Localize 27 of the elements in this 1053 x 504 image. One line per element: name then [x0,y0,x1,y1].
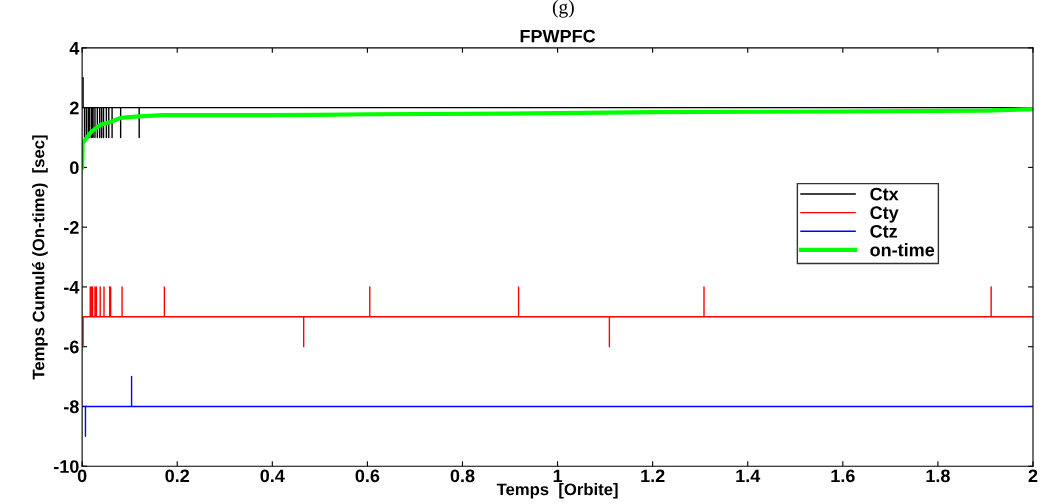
x-tick-label: 1.8 [926,469,950,483]
legend-label: Ctx [870,187,899,201]
x-tick-label: 0.4 [260,469,285,483]
x-tick-label: 0.6 [355,469,380,483]
y-tick-label: -8 [64,400,79,414]
y-tick-label: -10 [53,460,79,473]
y-tick-label: -2 [64,221,79,234]
y-tick-label: -4 [64,281,80,294]
line-series [82,107,1033,170]
legend-label: on-time [870,243,935,257]
x-tick-label: 1 [553,469,563,483]
x-tick-label: 0.8 [450,469,475,483]
y-tick-label: 4 [69,42,80,55]
chart-title: FPWPFC [520,29,596,43]
x-axis-title: Temps [Orbite] [496,483,618,499]
x-tick-label: 1.6 [831,469,855,483]
legend-label: Ctz [870,224,898,238]
x-tick-label: 1.4 [736,469,761,483]
x-tick-label: 1.2 [641,469,665,483]
x-tick-label: 2 [1028,469,1038,483]
y-tick-label: -6 [64,340,79,354]
text: (g) [552,0,574,18]
y-tick-label: 0 [70,161,79,175]
y-axis-title: Temps Cumulé (On-time) [sec] [32,135,48,380]
legend-label: Cty [870,206,899,223]
x-tick-label: 0.2 [165,469,190,483]
y-tick-label: 2 [69,101,79,115]
